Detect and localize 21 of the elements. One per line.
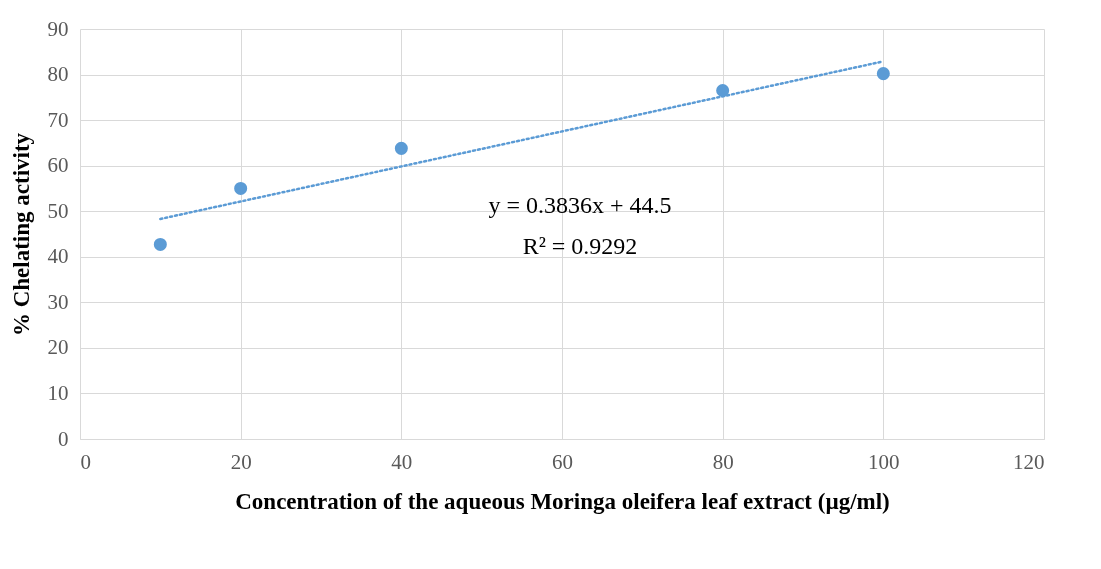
y-tick-label: 10 bbox=[47, 380, 69, 405]
y-tick-label: 70 bbox=[47, 107, 69, 132]
y-axis-title: % Chelating activity bbox=[8, 132, 34, 337]
x-tick-label: 80 bbox=[712, 449, 734, 474]
x-tick-label: 0 bbox=[80, 449, 91, 474]
y-tick-label: 30 bbox=[47, 289, 69, 314]
y-tick-label: 0 bbox=[58, 426, 69, 451]
y-tick-label: 90 bbox=[47, 16, 69, 41]
y-tick-label: 80 bbox=[47, 62, 69, 87]
x-tick-label: 40 bbox=[391, 449, 413, 474]
x-tick-label: 100 bbox=[868, 449, 900, 474]
annotation: R² = 0.9292 bbox=[522, 233, 638, 259]
x-tick-label: 20 bbox=[230, 449, 252, 474]
y-tick-label: 60 bbox=[47, 153, 69, 178]
x-tick-label: 60 bbox=[552, 449, 573, 474]
annotation: y = 0.3836x + 44.5 bbox=[488, 192, 672, 218]
x-axis-title: Concentration of the aqueous Moringa oleifera leaf extract (µg/ml) bbox=[235, 488, 890, 514]
y-tick-label: 40 bbox=[47, 244, 69, 269]
x-tick-label: 120 bbox=[1013, 449, 1045, 474]
y-tick-label: 50 bbox=[47, 198, 69, 223]
y-tick-label: 20 bbox=[47, 335, 69, 360]
